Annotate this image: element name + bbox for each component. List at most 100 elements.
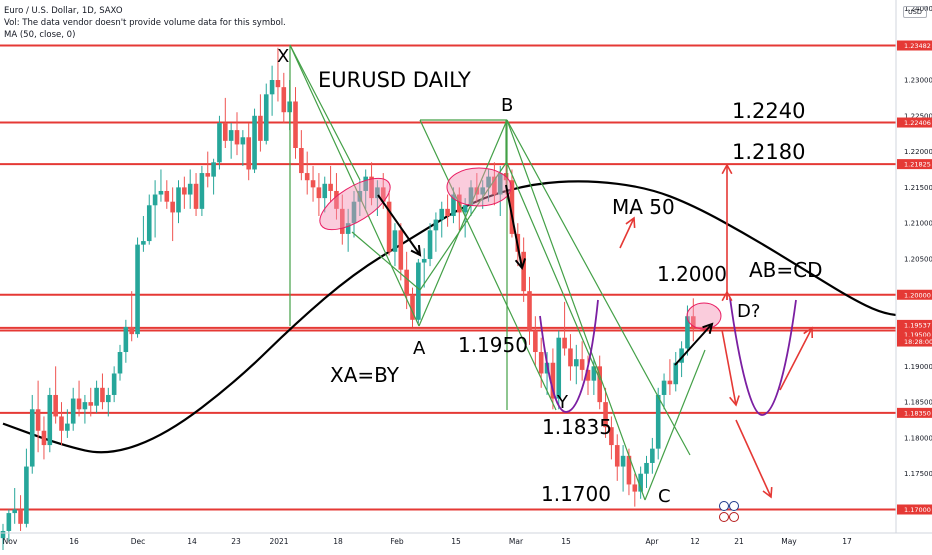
candle-body — [217, 122, 222, 163]
candle-body — [94, 387, 99, 406]
candle-body — [497, 173, 503, 195]
event-flag-icon — [719, 501, 729, 511]
x-tick-label: 2021 — [269, 537, 288, 546]
level-badge-label: 1.19500 — [904, 331, 931, 339]
candle-body — [211, 162, 216, 177]
candle-body — [369, 176, 374, 199]
projection-arrow-up-head — [803, 326, 814, 339]
projection-arrow-down-head — [729, 395, 740, 407]
candle-body — [574, 359, 579, 367]
candle-body — [117, 352, 123, 374]
candle-body — [667, 380, 673, 385]
candle-body — [410, 294, 415, 320]
y-tick-label: 1.24000 — [904, 5, 932, 13]
level-badge-label: 1.18350 — [904, 409, 931, 417]
x-tick-label: Nov — [3, 537, 18, 546]
x-tick-label: 16 — [69, 537, 79, 546]
candle-body — [679, 348, 684, 363]
candle-body — [445, 208, 450, 217]
candle-body — [392, 230, 398, 252]
pattern-point-d: D? — [737, 301, 760, 322]
ma-note: MA 50 — [612, 195, 675, 219]
candle-body — [41, 430, 47, 446]
candle-body — [480, 187, 485, 195]
candle-body — [334, 190, 339, 209]
level-badge — [897, 407, 932, 418]
candle-body — [421, 258, 427, 263]
candle-body — [24, 466, 29, 524]
candle-body — [123, 326, 129, 353]
candle-body — [632, 484, 638, 492]
swing-arrow-head — [514, 258, 526, 271]
pattern-line — [419, 162, 507, 291]
ab-cd-note: AB=CD — [749, 258, 823, 282]
candle-body — [556, 337, 562, 399]
swing-arrow-head — [410, 244, 422, 257]
x-tick-label: 12 — [690, 537, 700, 546]
pattern-line — [351, 231, 421, 291]
projection-arrow-up — [779, 327, 813, 391]
candle-body — [47, 394, 53, 446]
candle-body — [263, 94, 269, 141]
candle-body — [240, 137, 246, 145]
candle-body — [591, 366, 597, 381]
swing-arrow — [505, 184, 523, 269]
y-tick-label: 1.20500 — [904, 255, 932, 263]
x-tick-label: May — [781, 537, 797, 546]
candle-body — [59, 416, 64, 431]
projection-arrow-down — [735, 419, 772, 498]
level-badge — [897, 329, 932, 340]
candle-body — [486, 176, 491, 188]
candle-body — [146, 205, 152, 242]
candle-body — [158, 190, 164, 195]
currency-selector[interactable]: USD — [903, 6, 927, 18]
projection-curve — [539, 299, 599, 413]
level-badge-label: 1.19537 — [904, 321, 931, 329]
candle-body — [176, 187, 181, 213]
x-tick-label: Mar — [509, 537, 524, 546]
chart-title: EURUSD DAILY — [318, 68, 471, 92]
candle-body — [568, 348, 573, 367]
candle-body — [380, 187, 386, 202]
pattern-line — [644, 349, 706, 501]
candle-body — [603, 402, 608, 428]
level-badge — [897, 159, 932, 170]
candle-body — [620, 455, 626, 467]
candle-body — [310, 180, 316, 188]
y-tick-label: 1.18500 — [904, 399, 932, 407]
x-tick-label: 21 — [734, 537, 744, 546]
candle-body — [509, 180, 515, 234]
swing-arrow — [377, 194, 421, 256]
event-flag-icon — [729, 512, 739, 522]
y-tick-label: 1.18000 — [904, 434, 932, 442]
swing-arrow-head — [702, 322, 714, 334]
event-flag-icon — [729, 501, 739, 511]
y-tick-label: 1.19000 — [904, 363, 932, 371]
candle-body — [234, 130, 240, 145]
pattern-line — [418, 119, 508, 327]
candle-body — [182, 187, 187, 195]
candle-body — [187, 183, 193, 195]
candle-body — [345, 223, 351, 234]
candle-body — [562, 337, 567, 349]
candle-body — [579, 359, 585, 370]
x-tick-label: 18 — [333, 537, 343, 546]
candle-body — [626, 455, 632, 485]
candle-body — [53, 394, 58, 417]
pattern-line — [419, 119, 557, 411]
candle-body — [316, 187, 322, 199]
volume-note: Vol: The data vendor doesn't provide vol… — [4, 18, 286, 28]
countdown-badge — [897, 336, 932, 347]
xa-by-note: XA=BY — [330, 363, 400, 387]
candle-body — [550, 362, 556, 399]
candle-body — [65, 423, 70, 431]
level-badge-label: 1.22406 — [904, 119, 931, 127]
candle-body — [111, 373, 117, 395]
candle-body — [170, 201, 175, 213]
candle-body — [129, 326, 134, 335]
candle-body — [685, 316, 690, 349]
candle-body — [644, 462, 649, 474]
y-tick-label: 1.22500 — [904, 112, 932, 120]
